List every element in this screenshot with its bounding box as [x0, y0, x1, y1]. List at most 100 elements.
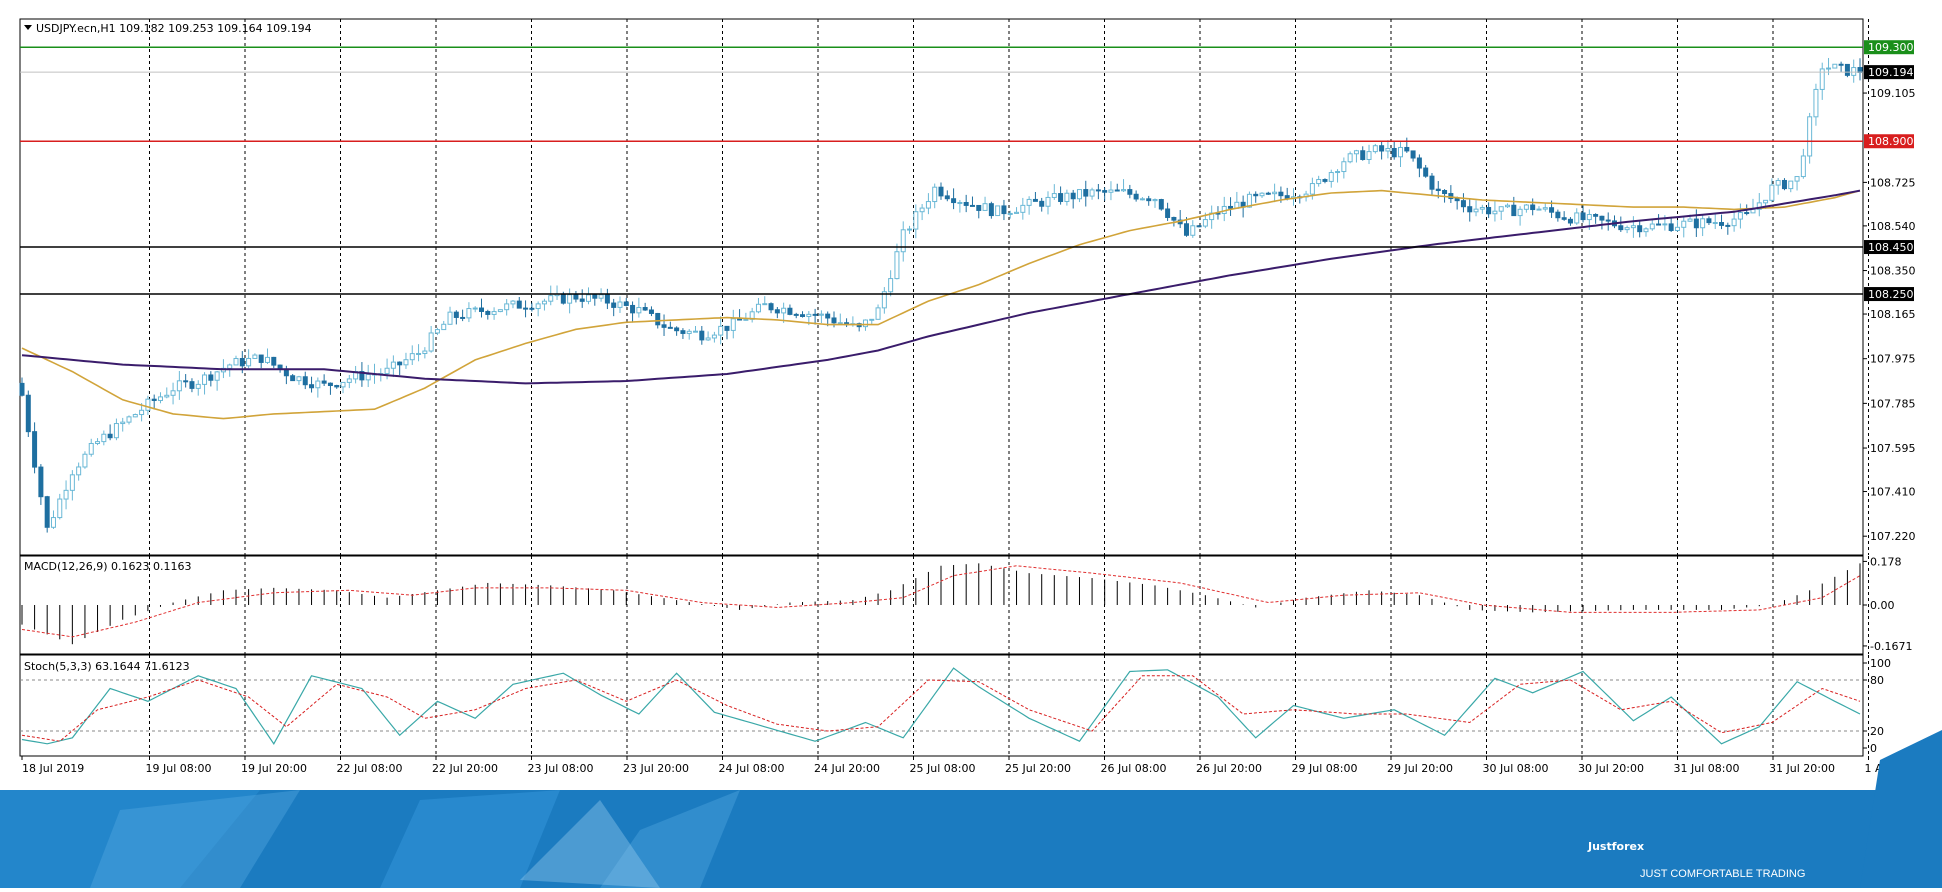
candle-body [1070, 192, 1076, 200]
price-panel[interactable] [19, 18, 1864, 556]
symbol-dropdown-icon[interactable] [24, 25, 32, 30]
candle-body [1454, 198, 1460, 202]
candle-body [774, 309, 780, 314]
candle-body [1662, 223, 1668, 226]
candle-body [1410, 150, 1416, 159]
candle-body [881, 291, 887, 309]
candle-body [1763, 199, 1769, 204]
time-label: 24 Jul 08:00 [719, 762, 785, 775]
candle-body [516, 300, 522, 309]
candle-body [428, 332, 434, 352]
candle-body [132, 414, 138, 418]
level-badge [1864, 40, 1914, 55]
candle-body [264, 356, 270, 363]
candle-body [1391, 147, 1397, 158]
candle-body [787, 307, 793, 315]
candle-body [768, 303, 774, 311]
candle-body [781, 307, 787, 314]
candle-body [1788, 180, 1794, 190]
candle-body [680, 330, 686, 334]
candle-body [151, 398, 157, 401]
candle-body [1505, 204, 1511, 208]
candle-body [1190, 225, 1196, 236]
candle-body [95, 441, 101, 445]
candle-body [466, 308, 472, 319]
candle-body [88, 443, 94, 455]
candle-body [1379, 145, 1385, 152]
candle-body [1095, 189, 1101, 192]
candle-body [1001, 205, 1007, 215]
candle-body [315, 380, 321, 389]
candle-body [724, 325, 730, 331]
macd-series [21, 563, 1861, 645]
stoch-panel[interactable] [19, 654, 1864, 757]
candle-body [1826, 67, 1832, 70]
candle-body [69, 474, 75, 491]
candle-body [19, 382, 25, 396]
price-tick-label: 107.410 [1870, 486, 1916, 499]
candle-body [888, 278, 894, 293]
candle-body [321, 380, 327, 384]
candle-body [139, 409, 145, 416]
candle-body [164, 394, 170, 398]
candle-body [50, 517, 56, 528]
candle-body [365, 373, 371, 381]
level-badge [1864, 287, 1914, 302]
candle-body [900, 229, 906, 253]
candle-body [1102, 190, 1108, 193]
ma-slow-line [21, 189, 1861, 385]
candle-body [1574, 212, 1580, 224]
candle-body [730, 318, 736, 331]
candle-body [1542, 207, 1548, 210]
stoch-tick-label: 0 [1870, 742, 1877, 755]
candle-body [1133, 193, 1139, 200]
candle-body [567, 294, 573, 304]
candle-body [246, 357, 252, 367]
candle-body [296, 376, 302, 382]
candle-body [667, 326, 673, 329]
candle-body [1448, 193, 1454, 200]
candle-body [1372, 145, 1378, 153]
candle-body [1687, 218, 1693, 222]
candle-body [1668, 223, 1674, 231]
candle-body [1259, 192, 1265, 197]
candle-body [1725, 224, 1731, 227]
candle-body [837, 322, 843, 325]
candle-body [1360, 150, 1366, 160]
candle-body [1851, 67, 1857, 76]
candle-body [1014, 211, 1020, 214]
stoch-main-line [21, 667, 1861, 745]
candle-body [1064, 192, 1070, 202]
candle-body [403, 359, 409, 366]
candle-body [825, 313, 831, 319]
candle-body [107, 433, 113, 439]
candle-body [535, 303, 541, 310]
time-label: 19 Jul 20:00 [241, 762, 307, 775]
candle-body [579, 298, 585, 302]
candle-body [252, 354, 258, 359]
candle-body [1039, 200, 1045, 207]
candle-body [636, 307, 642, 314]
candle-body [340, 381, 346, 388]
level-label: 108.250 [1868, 288, 1914, 301]
candle-body [1171, 216, 1177, 221]
candle-body [145, 398, 151, 411]
candle-body [932, 186, 938, 203]
grid-lines [149, 19, 1869, 756]
candle-body [762, 303, 768, 306]
brand-banner: Justforex JUST COMFORTABLE TRADING [0, 730, 1942, 888]
candle-body [302, 376, 308, 386]
candle-body [32, 431, 38, 468]
candle-body [1781, 179, 1787, 190]
candle-body [982, 203, 988, 211]
candle-body [743, 318, 749, 321]
price-tick-label: 107.595 [1870, 442, 1916, 455]
candle-body [718, 325, 724, 336]
candle-body [195, 383, 201, 389]
candle-body [485, 310, 491, 315]
candle-body [573, 294, 579, 300]
candle-body [1278, 191, 1284, 197]
candle-body [1404, 146, 1410, 152]
